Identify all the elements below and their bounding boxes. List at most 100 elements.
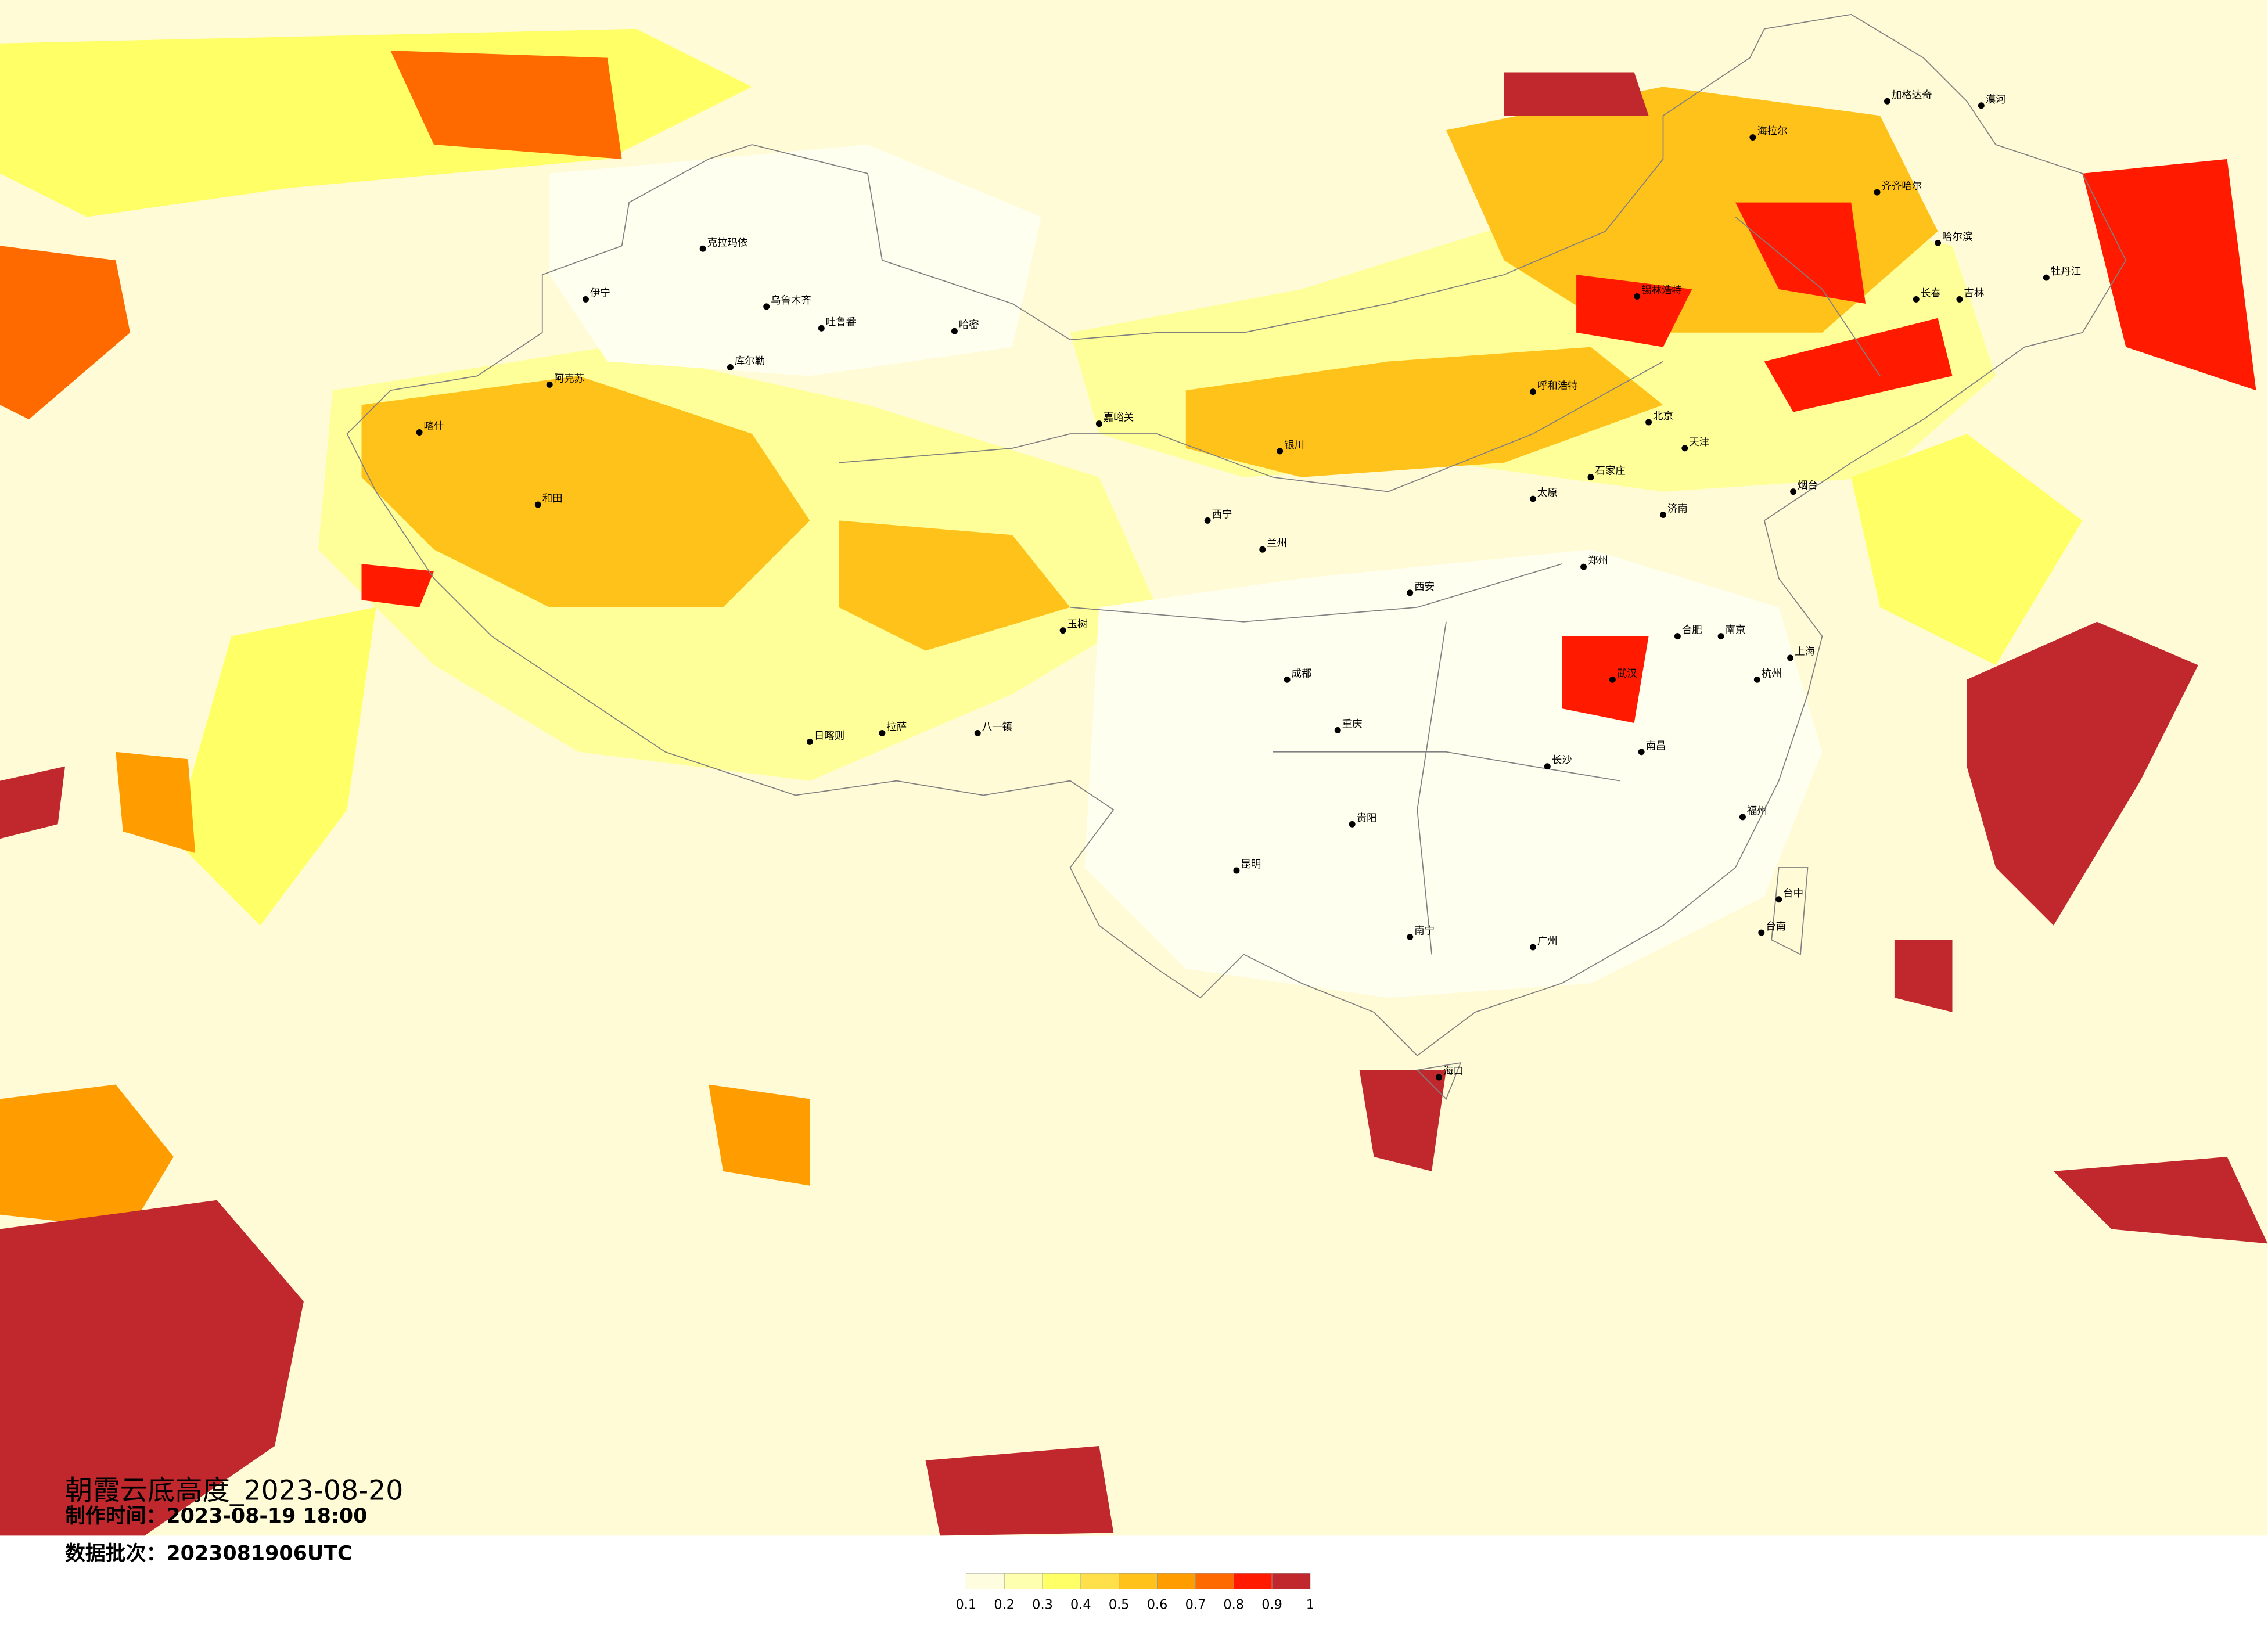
cloud-area bbox=[925, 1446, 1114, 1536]
cloud-area bbox=[1967, 621, 2198, 926]
city-label: 太原 bbox=[1537, 487, 1558, 499]
legend-tick-label: 0.6 bbox=[1147, 1597, 1168, 1612]
city-label: 兰州 bbox=[1267, 538, 1287, 549]
legend-swatch bbox=[1042, 1573, 1081, 1589]
legend-tick-label: 0.7 bbox=[1185, 1597, 1206, 1612]
city-dot bbox=[1717, 633, 1724, 640]
city-label: 贵阳 bbox=[1357, 812, 1377, 824]
legend-swatch bbox=[965, 1573, 1005, 1589]
city-label: 吐鲁番 bbox=[826, 316, 856, 328]
city-dot bbox=[1978, 102, 1985, 109]
legend-swatch bbox=[1004, 1573, 1043, 1589]
cloud-area bbox=[1185, 347, 1663, 477]
legend-tick-label: 0.3 bbox=[1032, 1597, 1053, 1612]
city-label: 海拉尔 bbox=[1757, 126, 1787, 138]
city-label: 台中 bbox=[1783, 888, 1803, 900]
city-label: 伊宁 bbox=[590, 287, 610, 299]
city-label: 重庆 bbox=[1342, 718, 1363, 730]
cloud-area bbox=[1576, 275, 1692, 347]
city-label: 昆明 bbox=[1241, 859, 1261, 870]
city-dot bbox=[1407, 934, 1414, 940]
city-dot bbox=[1790, 488, 1797, 495]
city-label: 日喀则 bbox=[814, 730, 844, 742]
legend-swatch bbox=[1119, 1573, 1158, 1589]
legend: 0.1 0.2 0.3 0.4 0.5 0.6 0.7 0.8 0.9 1 bbox=[955, 1573, 1314, 1612]
legend-tick-label: 0.4 bbox=[1070, 1597, 1091, 1612]
data-batch: 数据批次：2023081906UTC bbox=[65, 1542, 353, 1566]
city-label: 玉树 bbox=[1067, 619, 1088, 631]
city-dot bbox=[1580, 563, 1587, 570]
city-label: 台南 bbox=[1766, 921, 1786, 933]
city-label: 嘉峪关 bbox=[1104, 412, 1134, 424]
city-label: 郑州 bbox=[1588, 555, 1608, 567]
cloud-area bbox=[549, 145, 1041, 376]
cloud-area bbox=[1735, 202, 1866, 304]
cloud-area bbox=[0, 1084, 174, 1229]
cloud-area bbox=[361, 376, 810, 607]
city-label: 福州 bbox=[1747, 805, 1767, 817]
cloud-area bbox=[1359, 1070, 1446, 1171]
city-label: 加格达奇 bbox=[1892, 89, 1932, 101]
city-label: 西安 bbox=[1414, 581, 1435, 593]
city-dot bbox=[1407, 589, 1414, 596]
city-dot bbox=[1334, 726, 1341, 733]
legend-swatch bbox=[1233, 1573, 1273, 1589]
city-dot bbox=[1638, 749, 1645, 756]
legend-tick-label: 1 bbox=[1306, 1597, 1314, 1612]
city-label: 哈密 bbox=[959, 319, 979, 331]
city-dot bbox=[1874, 189, 1881, 196]
city-label: 锡林浩特 bbox=[1641, 285, 1682, 296]
city-dot bbox=[1739, 814, 1746, 821]
city-label: 杭州 bbox=[1762, 668, 1782, 679]
city-dot bbox=[951, 328, 958, 334]
city-label: 北京 bbox=[1653, 411, 1673, 422]
city-label: 齐齐哈尔 bbox=[1881, 181, 1922, 192]
production-time: 制作时间：2023-08-19 18:00 bbox=[65, 1505, 367, 1528]
city-dot bbox=[1609, 676, 1616, 683]
city-dot bbox=[1204, 517, 1211, 524]
title: 朝霞云底高度_2023-08-20 bbox=[65, 1475, 403, 1507]
city-label: 西宁 bbox=[1212, 509, 1232, 520]
city-dot bbox=[546, 381, 553, 388]
city-dot bbox=[1277, 448, 1284, 455]
city-dot bbox=[1749, 134, 1756, 141]
city-dot bbox=[1758, 929, 1765, 936]
city-dot bbox=[1660, 511, 1666, 518]
city-dot bbox=[1884, 98, 1890, 105]
city-dot bbox=[1349, 821, 1356, 828]
city-label: 济南 bbox=[1667, 503, 1688, 515]
city-dot bbox=[416, 429, 423, 436]
city-dot bbox=[1587, 474, 1594, 481]
city-label: 烟台 bbox=[1798, 480, 1818, 492]
city-label: 八一镇 bbox=[982, 721, 1012, 733]
city-label: 和田 bbox=[542, 493, 563, 505]
city-label: 哈尔滨 bbox=[1942, 231, 1972, 243]
city-dot bbox=[1529, 944, 1536, 951]
city-dot bbox=[699, 245, 706, 252]
city-dot bbox=[806, 738, 813, 745]
city-label: 南京 bbox=[1726, 625, 1746, 636]
province-border bbox=[839, 216, 1881, 955]
city-dot bbox=[582, 296, 589, 303]
legend-swatch bbox=[1271, 1573, 1311, 1589]
city-label: 呼和浩特 bbox=[1537, 380, 1578, 392]
city-dot bbox=[1634, 293, 1641, 300]
legend-tick-label: 0.9 bbox=[1261, 1597, 1282, 1612]
city-label: 合肥 bbox=[1682, 625, 1702, 636]
city-dot bbox=[1529, 495, 1536, 502]
city-dot bbox=[1775, 896, 1782, 903]
city-dot bbox=[727, 364, 734, 370]
cloud-area bbox=[390, 51, 622, 159]
city-dot bbox=[1259, 546, 1266, 553]
island-border bbox=[1416, 867, 1809, 1100]
city-label: 乌鲁木齐 bbox=[771, 295, 811, 307]
legend-tick-label: 0.8 bbox=[1223, 1597, 1244, 1612]
city-dot bbox=[763, 303, 770, 310]
legend-swatch bbox=[1195, 1573, 1234, 1589]
city-label: 克拉玛依 bbox=[707, 237, 748, 249]
city-label: 拉萨 bbox=[886, 721, 907, 733]
city-dot bbox=[1674, 633, 1681, 640]
legend-tick-label: 0.2 bbox=[994, 1597, 1015, 1612]
